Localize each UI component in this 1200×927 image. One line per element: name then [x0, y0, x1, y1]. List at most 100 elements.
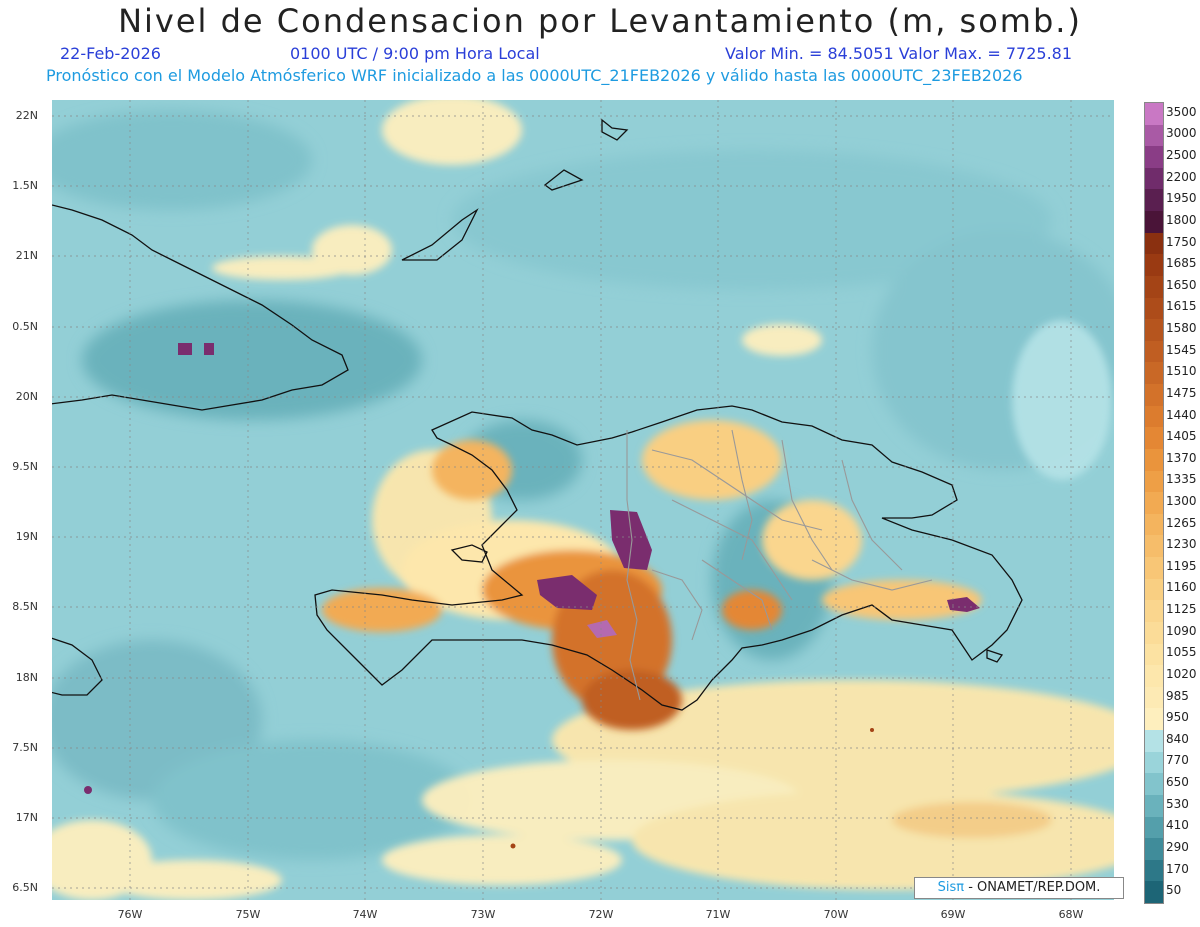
credit-text: - ONAMET/REP.DOM. [964, 880, 1101, 895]
colorbar-label: 1335 [1166, 472, 1197, 487]
colorbar-label: 1650 [1166, 277, 1197, 292]
colorbar-swatch [1145, 665, 1163, 688]
colorbar-swatch [1145, 319, 1163, 342]
sispi-logo: Sisπ [937, 880, 965, 895]
coastlines [52, 118, 1023, 711]
purple-maxima [84, 343, 980, 849]
colorbar-swatch [1145, 146, 1163, 169]
colorbar-swatch [1145, 751, 1163, 774]
colorbar-label: 1800 [1166, 212, 1197, 227]
colorbar-label: 770 [1166, 753, 1189, 768]
colorbar-label: 1195 [1166, 558, 1197, 573]
colorbar-label: 1055 [1166, 645, 1197, 660]
colorbar-swatch [1145, 578, 1163, 601]
colorbar-swatch [1145, 211, 1163, 234]
lon-label: 70W [823, 908, 849, 921]
lat-lon-grid [52, 100, 1114, 900]
colorbar-swatch [1145, 470, 1163, 493]
colorbar-label: 1475 [1166, 385, 1197, 400]
lat-label: 22N [15, 109, 38, 122]
colorbar-swatch [1145, 686, 1163, 709]
lat-label: 18N [15, 671, 38, 684]
colorbar-swatch [1145, 275, 1163, 299]
colorbar-swatch [1145, 730, 1163, 753]
colorbar-swatch [1145, 167, 1163, 190]
lon-label: 71W [705, 908, 731, 921]
colorbar-swatch [1145, 773, 1163, 796]
colorbar-label: 1370 [1166, 450, 1197, 465]
colorbar-label: 530 [1166, 796, 1189, 811]
colorbar-swatch [1145, 794, 1163, 817]
colorbar-swatch [1145, 881, 1163, 904]
colorbar-label: 1685 [1166, 256, 1197, 271]
colorbar-swatch [1145, 621, 1163, 645]
colorbar-label: 1615 [1166, 299, 1197, 314]
low-lcl-regions [52, 110, 1114, 860]
lat-label: 6.5N [12, 881, 38, 894]
province-borders [626, 429, 933, 701]
colorbar-swatch [1145, 189, 1163, 212]
map-panel[interactable] [52, 100, 1114, 900]
lat-label: 19N [15, 530, 38, 543]
colorbar-swatch [1145, 557, 1163, 580]
colorbar-label: 1750 [1166, 234, 1197, 249]
colorbar-label: 1090 [1166, 623, 1197, 638]
colorbar-swatch [1145, 816, 1163, 839]
colorbar-swatch [1145, 297, 1163, 320]
colorbar-swatch [1145, 838, 1163, 861]
colorbar-label: 1020 [1166, 666, 1197, 681]
colorbar-label: 1300 [1166, 494, 1197, 508]
colorbar-swatch [1145, 492, 1163, 515]
colorbar-swatch [1145, 708, 1163, 731]
colorbar-label: 1160 [1166, 580, 1197, 595]
valid-time: 0100 UTC / 9:00 pm Hora Local [290, 44, 540, 63]
colorbar-label: 170 [1166, 861, 1189, 876]
map-title: Nivel de Condensacion por Levantamiento … [118, 2, 1082, 40]
colorbar-label: 1950 [1166, 191, 1197, 206]
lat-label: 1.5N [12, 179, 38, 192]
colorbar-label: 1230 [1166, 537, 1197, 552]
valid-date: 22-Feb-2026 [60, 44, 161, 63]
credit-box: Sisπ - ONAMET/REP.DOM. [914, 877, 1124, 899]
colorbar-label: 985 [1166, 688, 1189, 703]
colorbar-label: 1405 [1166, 429, 1197, 444]
colorbar-label: 2200 [1166, 169, 1197, 184]
lat-label: 8.5N [12, 600, 38, 613]
min-max-values: Valor Min. = 84.5051 Valor Max. = 7725.8… [725, 44, 1073, 63]
lon-label: 73W [470, 908, 496, 921]
lon-label: 72W [588, 908, 614, 921]
colorbar-swatch [1145, 600, 1163, 623]
colorbar-swatch [1145, 859, 1163, 882]
lon-label: 69W [940, 908, 966, 921]
lat-label: 7.5N [12, 741, 38, 754]
colorbar-swatch [1145, 535, 1163, 558]
colorbar [1144, 102, 1164, 904]
colorbar-label: 1440 [1166, 407, 1197, 422]
lon-label: 68W [1058, 908, 1084, 921]
colorbar-label: 410 [1166, 818, 1189, 833]
lon-label: 74W [352, 908, 378, 921]
colorbar-label: 2500 [1166, 148, 1197, 163]
lat-label: 20N [15, 390, 38, 403]
colorbar-swatch [1145, 103, 1163, 126]
colorbar-swatch [1145, 340, 1163, 363]
lon-label: 76W [117, 908, 143, 921]
colorbar-swatch [1145, 362, 1163, 385]
lat-label: 0.5N [12, 320, 38, 333]
colorbar-label: 1125 [1166, 602, 1197, 617]
colorbar-swatch [1145, 643, 1163, 666]
colorbar-label: 1265 [1166, 515, 1197, 530]
colorbar-swatch [1145, 384, 1163, 407]
forecast-info: Pronóstico con el Modelo Atmósferico WRF… [46, 66, 1023, 85]
colorbar-label: 50 [1166, 883, 1182, 898]
colorbar-label: 1580 [1166, 321, 1197, 336]
colorbar-label: 650 [1166, 775, 1189, 790]
colorbar-label: 1545 [1166, 342, 1197, 357]
colorbar-label: 3000 [1166, 126, 1197, 141]
colorbar-swatch [1145, 232, 1163, 255]
colorbar-swatch [1145, 513, 1163, 536]
colorbar-swatch [1145, 254, 1163, 277]
colorbar-label: 290 [1166, 839, 1189, 854]
colorbar-swatch [1145, 405, 1163, 428]
colorbar-swatch [1145, 448, 1163, 472]
